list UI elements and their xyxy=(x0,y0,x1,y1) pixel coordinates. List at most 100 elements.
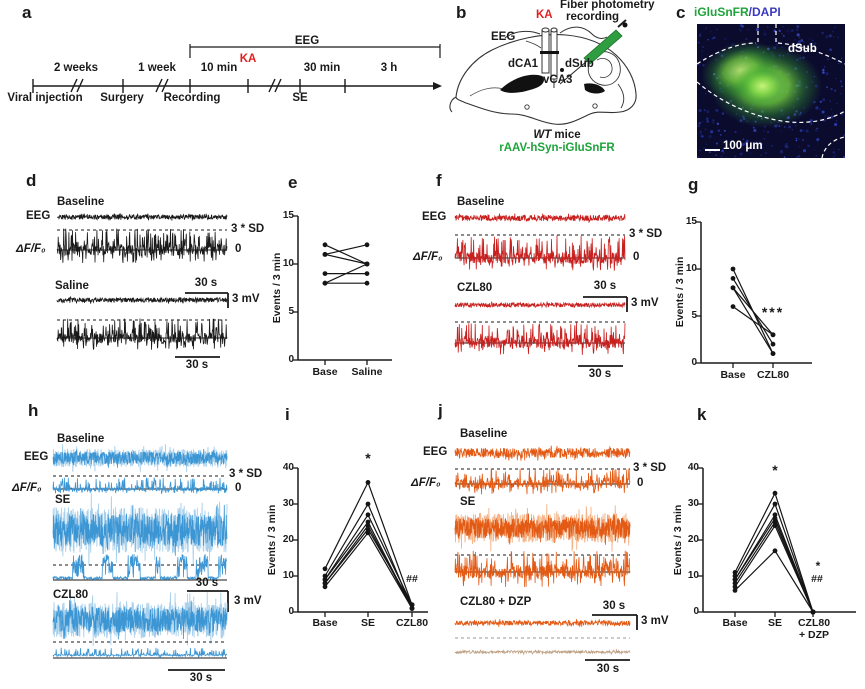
panel-j-zero-label: 0 xyxy=(637,477,644,489)
timeline-interval-2weeks: 2 weeks xyxy=(53,62,99,74)
data-point xyxy=(770,332,776,338)
panel-e-ytick-5: 5 xyxy=(288,306,294,317)
data-point xyxy=(772,512,778,518)
panel-k-ytick-10: 10 xyxy=(687,570,699,581)
timeline-event-se: SE xyxy=(292,92,308,104)
data-point xyxy=(365,512,371,518)
panel-j-eeg-label: EEG xyxy=(423,446,448,458)
data-point xyxy=(732,588,738,593)
timeline-interval-10min: 10 min xyxy=(200,62,238,74)
panel-j-threshold-label: 3 * SD xyxy=(633,462,667,474)
panel-i-ytick-0: 0 xyxy=(288,606,294,617)
data-point xyxy=(365,526,371,532)
panel-h-threshold-label: 3 * SD xyxy=(229,468,263,480)
panel-i-plot xyxy=(293,467,428,617)
panel-c-image xyxy=(697,24,845,158)
panel-f-traces xyxy=(454,213,628,367)
panel-k-ytick-0: 0 xyxy=(693,606,699,617)
stain-dapi: DAPI xyxy=(752,5,781,19)
panel-g-ytick-15: 15 xyxy=(685,216,697,227)
region-label-vca3: vCA3 xyxy=(543,74,573,86)
panel-g-plot xyxy=(696,221,812,368)
timeline-interval-30min: 30 min xyxy=(303,62,341,74)
data-point xyxy=(364,242,370,248)
panel-g-significance: *** xyxy=(761,304,785,320)
data-point xyxy=(730,266,736,272)
stain-iglusnfr: iGluSnFR xyxy=(694,5,749,19)
panel-j-dff-label: ΔF/F₀ xyxy=(411,477,441,489)
panel-f-amplitude-scale: 3 mV xyxy=(631,297,659,309)
data-point xyxy=(365,519,371,525)
panel-k-ytick-20: 20 xyxy=(687,534,699,545)
panel-j-letter: j xyxy=(438,401,443,420)
data-point xyxy=(365,523,371,528)
panel-d-threshold-label: 3 * SD xyxy=(231,223,265,235)
panel-k-letter: k xyxy=(697,405,707,424)
panel-h-timescale-bottom: 30 s xyxy=(189,672,213,684)
data-point xyxy=(322,566,328,572)
data-point xyxy=(409,606,415,611)
stain-title: iGluSnFR/DAPI xyxy=(694,6,781,18)
data-point xyxy=(772,548,778,554)
panel-i-ylabel: Events / 3 min xyxy=(265,504,278,576)
panel-g-cat-base: Base xyxy=(720,369,746,381)
region-label-dca1: dCA1 xyxy=(508,58,539,70)
panel-i-letter: i xyxy=(285,405,290,424)
data-point xyxy=(730,276,736,281)
panel-i-cat-se: SE xyxy=(360,617,376,629)
panel-f-timescale-bottom: 30 s xyxy=(588,368,612,380)
panel-g-cat-czl80: CZL80 xyxy=(756,369,790,381)
timeline-event-surgery: Surgery xyxy=(100,92,144,104)
panel-f-dff-label: ΔF/F₀ xyxy=(413,251,443,263)
panel-b-letter: b xyxy=(456,3,467,22)
data-point xyxy=(772,501,778,507)
panel-d-condition-saline: Saline xyxy=(55,280,89,292)
panel-a-eeg-label: EEG xyxy=(294,35,320,47)
panel-b-schematic xyxy=(449,19,637,125)
timeline-interval-1week: 1 week xyxy=(138,62,176,74)
panel-f-timescale-top: 30 s xyxy=(593,280,617,292)
virus-label: rAAV-hSyn-iGluSnFR xyxy=(499,142,615,154)
panel-k-significance-czl80-hash: ## xyxy=(811,573,823,585)
panel-j-condition-baseline: Baseline xyxy=(460,428,508,440)
data-point xyxy=(364,261,370,267)
panel-k-cat-base: Base xyxy=(722,617,748,629)
panel-e-cat-saline: Saline xyxy=(351,366,383,378)
data-point xyxy=(732,584,738,590)
panel-d-timescale-bottom: 30 s xyxy=(185,359,209,371)
data-point xyxy=(322,252,328,257)
timeline-event-viral-injection: Viral injection xyxy=(7,92,83,104)
panel-d-zero-label: 0 xyxy=(235,243,242,255)
panel-e-ytick-15: 15 xyxy=(282,210,294,221)
panel-h-eeg-label: EEG xyxy=(24,451,49,463)
panel-c-letter: c xyxy=(676,3,686,22)
data-point xyxy=(772,490,778,496)
data-point xyxy=(770,351,776,356)
panel-g-ytick-10: 10 xyxy=(685,263,697,274)
timeline-ka-label: KA xyxy=(239,53,257,65)
data-point xyxy=(364,280,370,286)
data-point xyxy=(322,280,328,286)
panel-i-ytick-30: 30 xyxy=(282,498,294,509)
panel-i-significance-se: * xyxy=(365,450,371,466)
panel-j-amplitude-scale: 3 mV xyxy=(641,615,669,627)
panel-i-cat-base: Base xyxy=(312,617,338,629)
timeline-event-recording: Recording xyxy=(163,92,221,104)
panel-d-eeg-label: EEG xyxy=(26,210,51,222)
panel-g-ytick-5: 5 xyxy=(691,310,697,321)
panel-i-ytick-10: 10 xyxy=(282,570,294,581)
data-point xyxy=(322,271,328,276)
panel-a-timeline xyxy=(32,44,442,93)
mouse-strain-mice: mice xyxy=(551,129,581,141)
panel-h-condition-baseline: Baseline xyxy=(57,433,105,445)
panel-j-condition-czl80-dzp: CZL80 + DZP xyxy=(460,596,532,608)
data-point xyxy=(365,480,371,485)
panel-h-letter: h xyxy=(28,401,39,420)
panel-k-significance-czl80-star: * xyxy=(815,559,821,573)
panel-e-ytick-0: 0 xyxy=(288,354,294,365)
region-label-dsub: dSub xyxy=(565,58,594,70)
panel-h-timescale-mid: 30 s xyxy=(195,577,219,589)
panel-j-timescale-mid: 30 s xyxy=(602,600,626,612)
panel-d-amplitude-scale: 3 mV xyxy=(232,293,260,305)
